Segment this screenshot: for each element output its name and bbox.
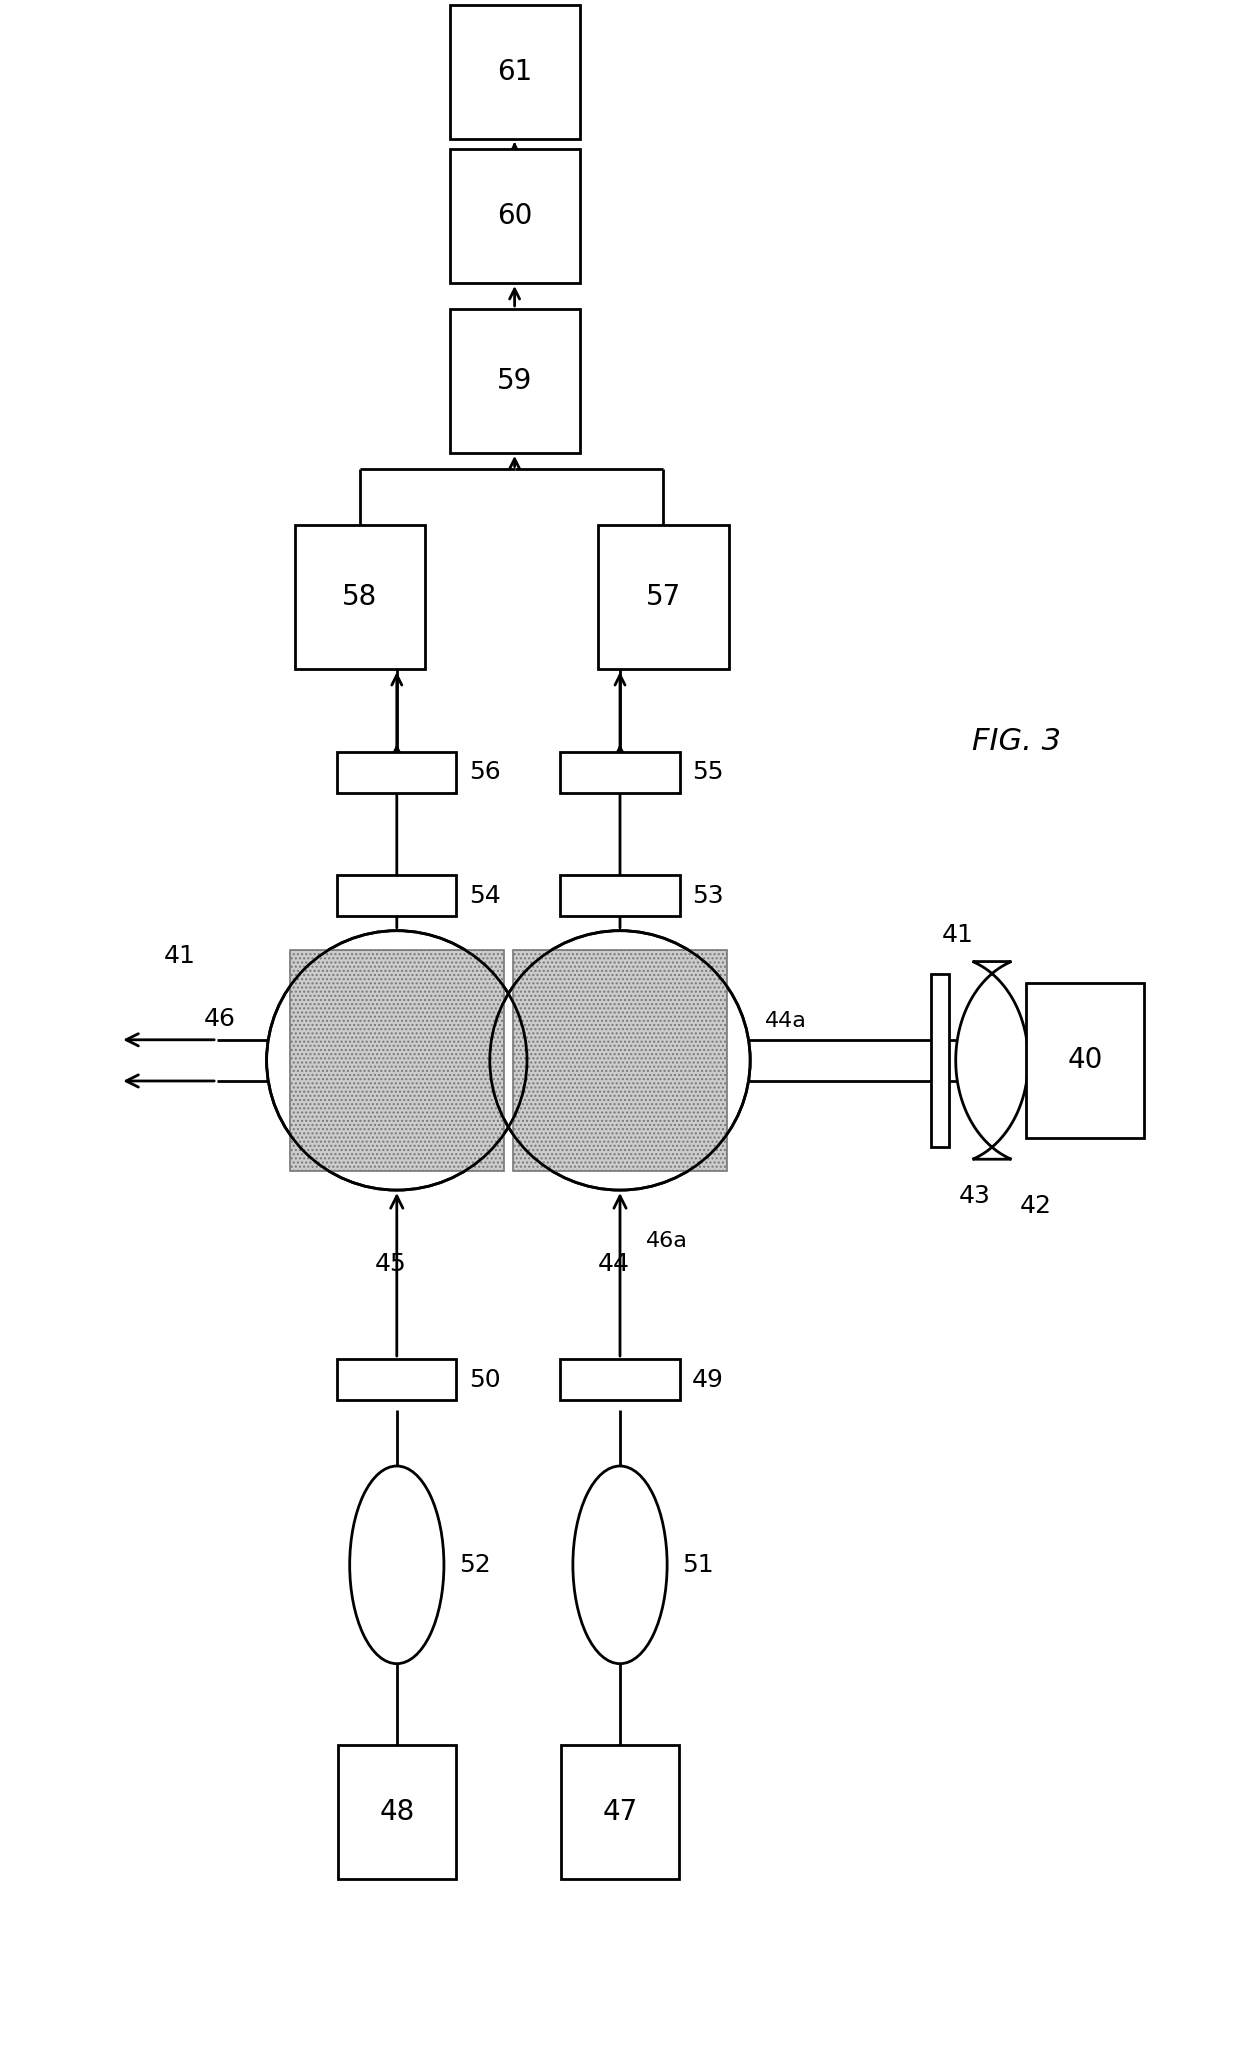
Bar [290, 949, 503, 1172]
Bar [560, 1359, 680, 1400]
Text: 44a: 44a [765, 1011, 807, 1032]
Text: 41: 41 [164, 943, 196, 968]
Text: FIG. 3: FIG. 3 [972, 727, 1061, 756]
Bar [295, 525, 424, 669]
Text: 46a: 46a [646, 1231, 688, 1252]
Text: 53: 53 [692, 883, 724, 908]
Text: 46: 46 [203, 1007, 236, 1032]
Bar [449, 6, 580, 140]
Ellipse shape [573, 1466, 667, 1664]
Text: 52: 52 [459, 1552, 491, 1577]
Ellipse shape [490, 931, 750, 1190]
Text: 40: 40 [1068, 1046, 1102, 1075]
Bar [337, 1746, 456, 1878]
Text: 42: 42 [1019, 1194, 1052, 1219]
Text: 49: 49 [692, 1367, 724, 1392]
Polygon shape [956, 962, 1028, 1159]
Text: 45a: 45a [542, 1011, 584, 1032]
Bar [560, 1746, 680, 1878]
Bar [931, 974, 949, 1147]
Text: 57: 57 [646, 583, 681, 612]
Bar [449, 309, 580, 453]
Ellipse shape [267, 931, 527, 1190]
Text: 48: 48 [379, 1798, 414, 1826]
Text: 43: 43 [959, 1184, 991, 1209]
Text: 56: 56 [469, 760, 501, 784]
Text: 55: 55 [692, 760, 723, 784]
Bar [337, 1359, 456, 1400]
Text: 44: 44 [598, 1252, 630, 1277]
Text: 61: 61 [497, 58, 532, 86]
Ellipse shape [350, 1466, 444, 1664]
Bar [337, 752, 456, 793]
Text: 45: 45 [374, 1252, 407, 1277]
Text: 41: 41 [942, 922, 973, 947]
Bar [1025, 984, 1143, 1137]
Text: 59: 59 [497, 367, 532, 395]
Text: 58: 58 [342, 583, 377, 612]
Bar [449, 150, 580, 284]
Bar [599, 525, 729, 669]
Text: 60: 60 [497, 202, 532, 231]
Bar [560, 875, 680, 916]
Bar [337, 875, 456, 916]
Bar [513, 949, 727, 1172]
Text: 50: 50 [469, 1367, 501, 1392]
Text: 51: 51 [682, 1552, 714, 1577]
Text: 54: 54 [469, 883, 501, 908]
Text: 47: 47 [603, 1798, 637, 1826]
Bar [560, 752, 680, 793]
